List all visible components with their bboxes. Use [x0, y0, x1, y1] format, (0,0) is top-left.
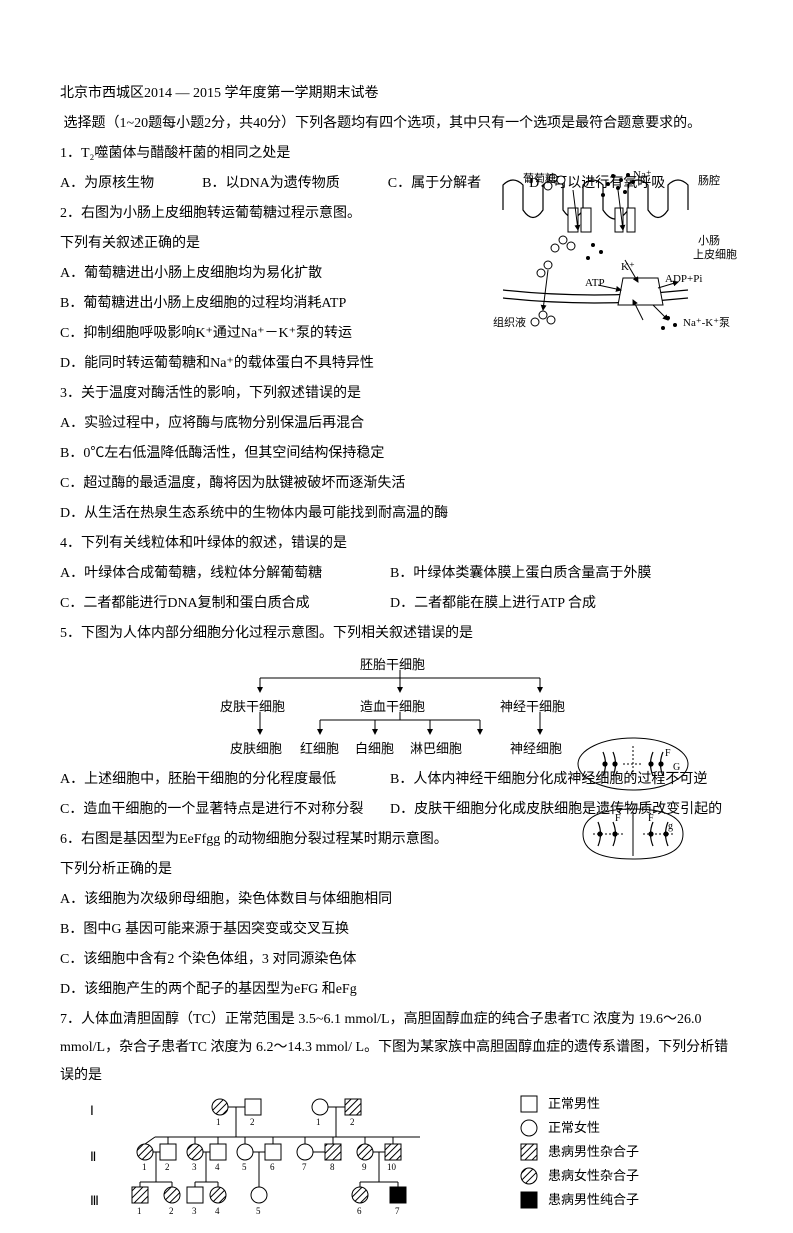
legend-hf-text: 患病女性杂合子: [548, 1163, 639, 1189]
q5-l2d: 淋巴细胞: [410, 736, 462, 762]
exam-subtitle: 选择题（1~20题每小题2分，共40分）下列各题均有四个选项，其中只有一个选项是…: [60, 110, 733, 138]
svg-text:5: 5: [256, 1206, 261, 1216]
gen-I: Ⅰ: [90, 1098, 94, 1124]
q5-l1c: 神经干细胞: [500, 694, 565, 720]
q6-opt-b: B．图中G 基因可能来源于基因突变或交叉互换: [60, 916, 540, 944]
q6-figure: F G F g F: [553, 734, 713, 864]
q2-figure: 葡萄糖 Na⁺ 肠腔 小肠 上皮细胞 K⁺ ATP ADP+Pi 组织液 Na⁺…: [493, 170, 733, 340]
circle-hatch-icon: [520, 1167, 538, 1185]
subtitle-text: 选择题（1~20题每小题2分，共40分）下列各题均有四个选项，其中只有一个选项是…: [64, 116, 702, 131]
q5-opt-a: A．上述细胞中，胚胎干细胞的分化程度最低: [60, 766, 390, 794]
q2-lbl-adp: ADP+Pi: [665, 268, 702, 290]
q2-lbl-na: Na⁺: [633, 164, 652, 186]
legend-hm-text: 患病男性杂合子: [548, 1139, 639, 1165]
svg-text:7: 7: [395, 1206, 400, 1216]
q2-lbl-tissue: 组织液: [493, 312, 526, 334]
q3-opt-c: C．超过酶的最适温度，酶将因为肽键被破坏而逐渐失活: [60, 470, 733, 498]
q2-opt-a: A．葡萄糖进出小肠上皮细胞均为易化扩散: [60, 260, 500, 288]
q6-opt-c: C．该细胞中含有2 个染色体组，3 对同源染色体: [60, 946, 540, 974]
svg-text:6: 6: [270, 1162, 275, 1172]
svg-text:7: 7: [302, 1162, 307, 1172]
square-filled-icon: [520, 1191, 538, 1209]
q4-opt-d: D．二者都能在膜上进行ATP 合成: [390, 590, 596, 618]
svg-text:5: 5: [242, 1162, 247, 1172]
svg-text:1: 1: [316, 1117, 321, 1127]
svg-text:1: 1: [137, 1206, 142, 1216]
q1-opt-c: C．属于分解者: [388, 170, 481, 198]
svg-text:2: 2: [169, 1206, 174, 1216]
legend-pm: 患病男性纯合子: [520, 1188, 639, 1212]
gen-II: Ⅱ: [90, 1144, 96, 1170]
svg-text:g: g: [668, 821, 673, 832]
q2-stem2: 下列有关叙述正确的是: [60, 230, 500, 258]
q3-stem: 3．关于温度对酶活性的影响，下列叙述错误的是: [60, 380, 733, 408]
gen-III: Ⅲ: [90, 1188, 99, 1214]
q7-legend: 正常男性 正常女性 患病男性杂合子 患病女性杂合子 患病男性纯合子: [520, 1092, 639, 1222]
q5-l1b: 造血干细胞: [360, 694, 425, 720]
q2-opt-d: D．能同时转运葡萄糖和Na⁺的载体蛋白不具特异性: [60, 350, 500, 378]
legend-nf-text: 正常女性: [548, 1115, 600, 1141]
svg-text:F: F: [665, 748, 671, 759]
svg-text:1: 1: [142, 1162, 147, 1172]
square-empty-icon: [520, 1095, 538, 1113]
svg-text:3: 3: [192, 1206, 197, 1216]
q7-pedigree: 1 2 1 2 1 2 3 4 5 6 7 8 9 10: [110, 1092, 460, 1222]
q4-opt-b: B．叶绿体类囊体膜上蛋白质含量高于外膜: [390, 560, 651, 588]
q2-lbl-k: K⁺: [621, 256, 635, 278]
q5-stem: 5．下图为人体内部分细胞分化过程示意图。下列相关叙述错误的是: [60, 620, 733, 648]
svg-text:2: 2: [350, 1117, 355, 1127]
q2-lbl-epi: 上皮细胞: [693, 244, 737, 266]
svg-text:4: 4: [215, 1206, 220, 1216]
svg-text:G: G: [673, 762, 680, 773]
q5-opt-c: C．造血干细胞的一个显著特点是进行不对称分裂: [60, 796, 390, 824]
legend-nm: 正常男性: [520, 1092, 639, 1116]
q2-lbl-pump: Na⁺-K⁺泵: [683, 312, 730, 334]
svg-text:2: 2: [165, 1162, 170, 1172]
legend-nm-text: 正常男性: [548, 1091, 600, 1117]
svg-text:4: 4: [215, 1162, 220, 1172]
svg-text:1: 1: [216, 1117, 221, 1127]
q5-l1a: 皮肤干细胞: [220, 694, 285, 720]
q4-opt-c: C．二者都能进行DNA复制和蛋白质合成: [60, 590, 390, 618]
q7-stem: 7．人体血清胆固醇（TC）正常范围是 3.5~6.1 mmol/L，高胆固醇血症…: [60, 1006, 733, 1090]
q4-row1: A．叶绿体合成葡萄糖，线粒体分解葡萄糖 B．叶绿体类囊体膜上蛋白质含量高于外膜: [60, 560, 733, 588]
q5-l2b: 红细胞: [300, 736, 339, 762]
q5-l2c: 白细胞: [355, 736, 394, 762]
svg-text:2: 2: [250, 1117, 255, 1127]
q5-root: 胚胎干细胞: [360, 652, 425, 678]
q6-opt-a: A．该细胞为次级卵母细胞，染色体数目与体细胞相同: [60, 886, 540, 914]
q2-opt-c: C．抑制细胞呼吸影响K⁺通过Na⁺－K⁺泵的转运: [60, 320, 500, 348]
legend-hf: 患病女性杂合子: [520, 1164, 639, 1188]
exam-title: 北京市西城区2014 — 2015 学年度第一学期期末试卷: [60, 80, 733, 108]
square-hatch-icon: [520, 1143, 538, 1161]
q2-opt-b: B．葡萄糖进出小肠上皮细胞的过程均消耗ATP: [60, 290, 500, 318]
q3-opt-d: D．从生活在热泉生态系统中的生物体内最可能找到耐高温的酶: [60, 500, 733, 528]
q1-opt-b: B．以DNA为遗传物质: [202, 170, 340, 198]
svg-text:3: 3: [192, 1162, 197, 1172]
q5-l2a: 皮肤细胞: [230, 736, 282, 762]
svg-text:F: F: [648, 813, 654, 824]
svg-text:10: 10: [387, 1162, 397, 1172]
q2-lbl-glucose: 葡萄糖: [523, 168, 556, 190]
svg-text:8: 8: [330, 1162, 335, 1172]
svg-text:9: 9: [362, 1162, 367, 1172]
q2-lbl-atp: ATP: [585, 272, 605, 294]
q2-stem1: 2．右图为小肠上皮细胞转运葡萄糖过程示意图。: [60, 200, 500, 228]
q3-opt-b: B．0℃左右低温降低酶活性，但其空间结构保持稳定: [60, 440, 733, 468]
legend-pm-text: 患病男性纯合子: [548, 1187, 639, 1213]
legend-hm: 患病男性杂合子: [520, 1140, 639, 1164]
q4-opt-a: A．叶绿体合成葡萄糖，线粒体分解葡萄糖: [60, 560, 390, 588]
svg-text:6: 6: [357, 1206, 362, 1216]
q6-opt-d: D．该细胞产生的两个配子的基因型为eFG 和eFg: [60, 976, 540, 1004]
svg-text:F: F: [615, 813, 621, 824]
q7-wrap: 1 2 1 2 1 2 3 4 5 6 7 8 9 10: [60, 1092, 733, 1222]
q2-lbl-lumen: 肠腔: [698, 170, 720, 192]
q1-opt-a: A．为原核生物: [60, 170, 154, 198]
q3-opt-a: A．实验过程中，应将酶与底物分别保温后再混合: [60, 410, 733, 438]
legend-nf: 正常女性: [520, 1116, 639, 1140]
q4-stem: 4．下列有关线粒体和叶绿体的叙述，错误的是: [60, 530, 733, 558]
q4-row2: C．二者都能进行DNA复制和蛋白质合成 D．二者都能在膜上进行ATP 合成: [60, 590, 733, 618]
